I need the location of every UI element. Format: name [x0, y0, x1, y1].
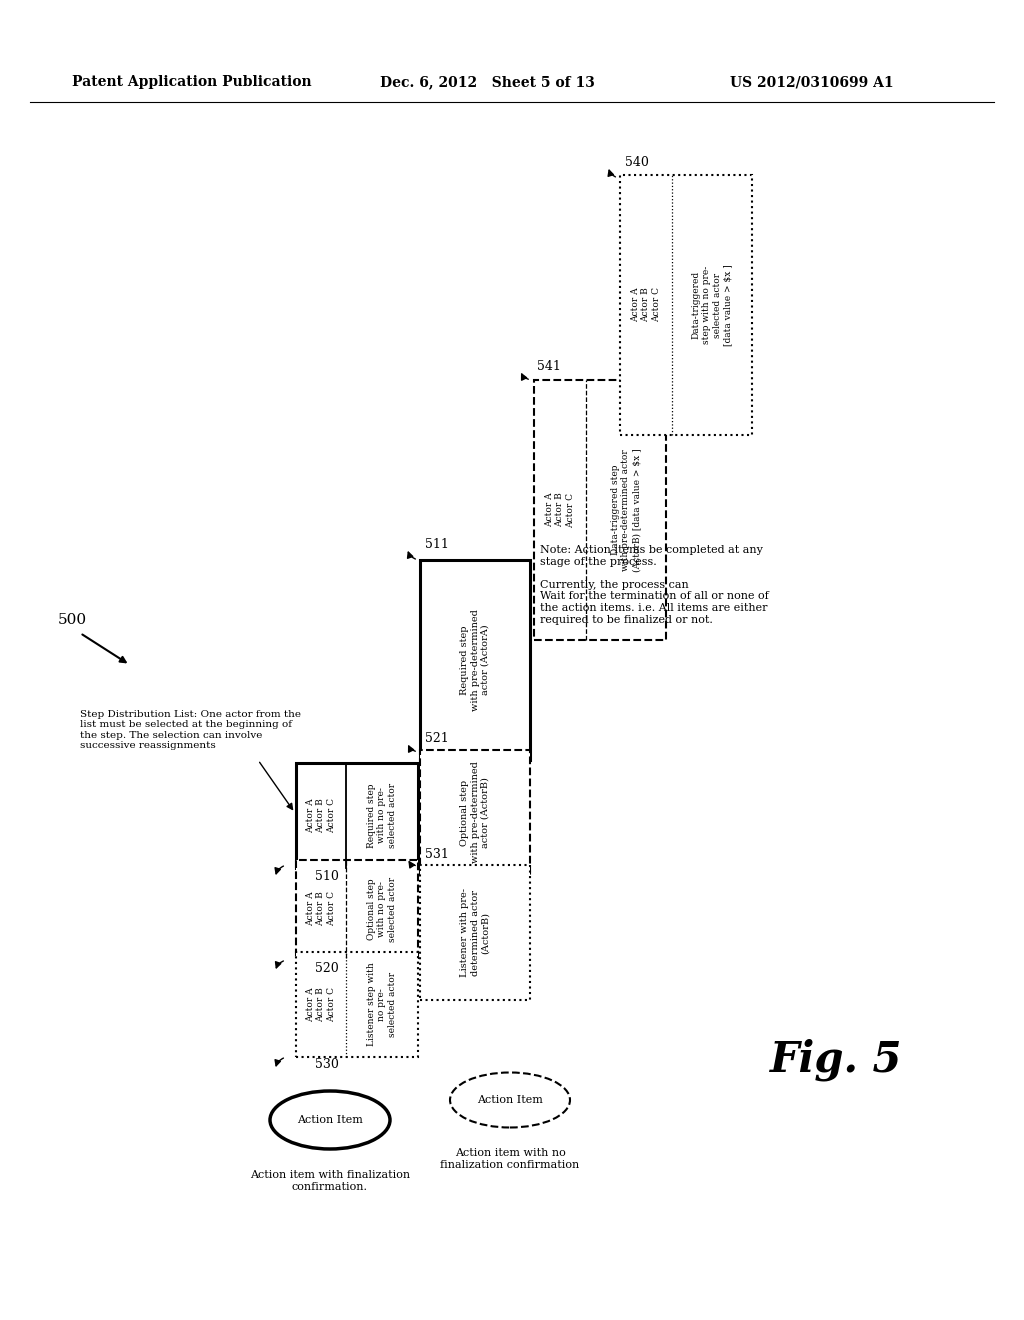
Text: Patent Application Publication: Patent Application Publication [72, 75, 311, 88]
Text: Step Distribution List: One actor from the
list must be selected at the beginnin: Step Distribution List: One actor from t… [80, 710, 301, 750]
Text: 530: 530 [315, 1059, 339, 1072]
Text: Listener step with
no pre-
selected actor: Listener step with no pre- selected acto… [367, 962, 397, 1047]
Bar [296, 861, 418, 958]
Text: Required step
with pre-determined
actor (ActorA): Required step with pre-determined actor … [460, 609, 489, 711]
Text: 520: 520 [315, 961, 339, 974]
Text: Note: Action items be completed at any
stage of the process.

Currently, the pro: Note: Action items be completed at any s… [540, 545, 769, 624]
Text: 540: 540 [625, 156, 649, 169]
Bar [420, 560, 530, 760]
Text: Actor A
Actor B
Actor C: Actor A Actor B Actor C [306, 987, 336, 1022]
Text: Optional step
with no pre-
selected actor: Optional step with no pre- selected acto… [367, 876, 397, 941]
Text: Required step
with no pre-
selected actor: Required step with no pre- selected acto… [367, 783, 397, 847]
Text: 500: 500 [58, 612, 87, 627]
Bar [296, 763, 418, 869]
Text: US 2012/0310699 A1: US 2012/0310699 A1 [730, 75, 894, 88]
Text: Actor A
Actor B
Actor C: Actor A Actor B Actor C [306, 891, 336, 927]
Text: Fig. 5: Fig. 5 [770, 1039, 902, 1081]
Text: Actor A
Actor B
Actor C: Actor A Actor B Actor C [631, 288, 660, 322]
Bar [534, 380, 666, 640]
Text: Action Item: Action Item [477, 1096, 543, 1105]
Text: 511: 511 [425, 539, 449, 552]
Text: Action item with finalization
confirmation.: Action item with finalization confirmati… [250, 1170, 410, 1192]
Bar [296, 952, 418, 1057]
Text: 541: 541 [537, 360, 561, 374]
Text: Actor A
Actor B
Actor C: Actor A Actor B Actor C [306, 799, 336, 833]
Text: Optional step
with pre-determined
actor (ActorB): Optional step with pre-determined actor … [460, 762, 489, 863]
Ellipse shape [450, 1072, 570, 1127]
Text: Action item with no
finalization confirmation: Action item with no finalization confirm… [440, 1148, 580, 1170]
Bar [420, 865, 530, 1001]
Bar [620, 176, 752, 436]
Text: Data-triggered
step with no pre-
selected actor
[data value > $x ]: Data-triggered step with no pre- selecte… [692, 264, 732, 346]
Text: Actor A
Actor B
Actor C: Actor A Actor B Actor C [545, 492, 574, 528]
Text: 521: 521 [425, 731, 449, 744]
Text: 531: 531 [425, 847, 449, 861]
Bar [420, 750, 530, 875]
Text: Data-triggered step
with pre-determined actor
(ActorB) [data value > $x ]: Data-triggered step with pre-determined … [611, 449, 641, 572]
Text: Dec. 6, 2012   Sheet 5 of 13: Dec. 6, 2012 Sheet 5 of 13 [380, 75, 595, 88]
Ellipse shape [270, 1092, 390, 1148]
Text: 510: 510 [315, 870, 339, 883]
Text: Action Item: Action Item [297, 1115, 362, 1125]
Text: Listener with pre-
determined actor
(ActorB): Listener with pre- determined actor (Act… [460, 888, 489, 977]
